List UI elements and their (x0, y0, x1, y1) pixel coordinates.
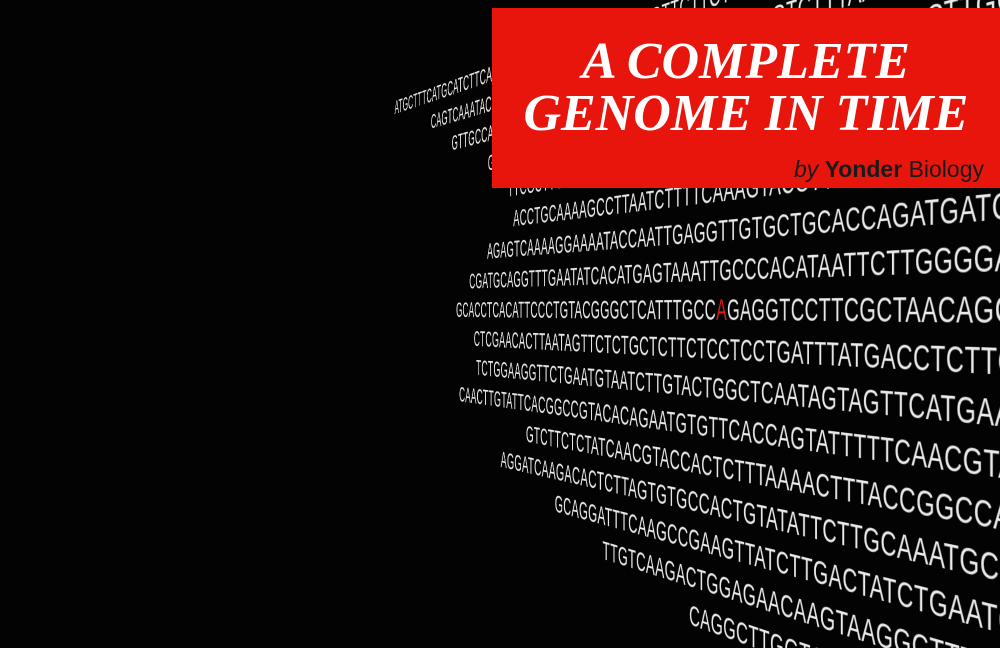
byline-by: by (793, 156, 819, 182)
title-line: A COMPLETE (582, 33, 910, 90)
byline-name: Yonder (824, 156, 903, 182)
byline: by Yonder Biology (794, 156, 984, 183)
highlighted-base: A (716, 292, 728, 328)
sequence-part: GCACCTCACATTCCCTGTACGGGCTCATTTGCC (456, 293, 717, 327)
byline-suffix: Biology (908, 156, 984, 182)
sequence-part: GAGGTCCTTCGCTAACAGCCAGT (727, 286, 1000, 334)
title-box: A COMPLETE GENOME IN TIME by Yonder Biol… (492, 8, 1000, 188)
title-line: GENOME IN TIME (523, 85, 969, 142)
